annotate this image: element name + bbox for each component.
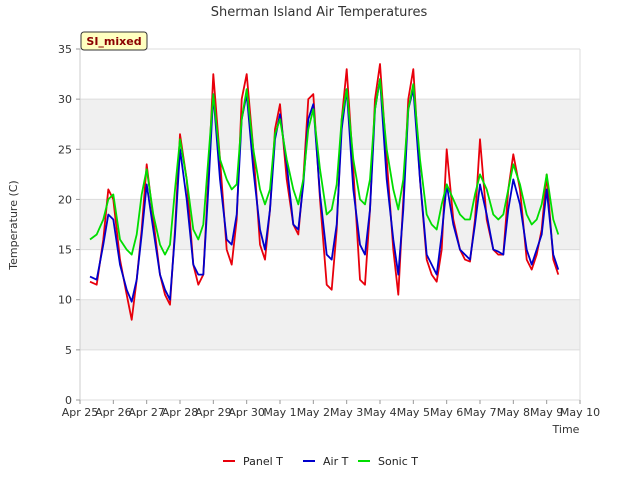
x-tick-label: May 7 bbox=[463, 406, 496, 419]
grid-band bbox=[80, 299, 580, 350]
series-line-sonic-t bbox=[89, 78, 560, 256]
y-axis: 0 5 10 15 20 25 30 35 bbox=[58, 43, 80, 407]
x-tick-label: May 4 bbox=[363, 406, 396, 419]
x-tick-label: May 5 bbox=[397, 406, 430, 419]
x-axis-label: Time bbox=[552, 423, 580, 436]
x-tick-label: Apr 29 bbox=[195, 406, 232, 419]
legend-label: Panel T bbox=[243, 455, 283, 468]
y-tick-label: 0 bbox=[65, 394, 72, 407]
y-tick-label: 10 bbox=[58, 294, 72, 307]
series-line-panel-t bbox=[89, 63, 560, 321]
x-tick-label: May 3 bbox=[330, 406, 363, 419]
y-tick-label: 20 bbox=[58, 193, 72, 206]
x-tick-label: Apr 28 bbox=[162, 406, 199, 419]
x-tick-label: May 10 bbox=[560, 406, 600, 419]
legend-label: Air T bbox=[323, 455, 349, 468]
x-tick-label: Apr 25 bbox=[62, 406, 99, 419]
series-lines bbox=[89, 63, 560, 321]
x-tick-label: Apr 27 bbox=[128, 406, 165, 419]
x-tick-label: May 2 bbox=[297, 406, 330, 419]
badge-label: SI_mixed bbox=[86, 35, 141, 48]
legend-item: Panel T bbox=[223, 455, 283, 468]
grid-band bbox=[80, 199, 580, 250]
x-tick-label: May 1 bbox=[263, 406, 296, 419]
y-tick-label: 30 bbox=[58, 93, 72, 106]
y-tick-label: 25 bbox=[58, 143, 72, 156]
plot-background bbox=[79, 48, 581, 401]
legend: Panel T Air T Sonic T bbox=[223, 455, 418, 468]
x-tick-label: May 9 bbox=[530, 406, 563, 419]
y-axis-label: Temperature (C) bbox=[7, 180, 20, 270]
grid-band bbox=[80, 99, 580, 150]
y-tick-label: 35 bbox=[58, 43, 72, 56]
legend-label: Sonic T bbox=[378, 455, 418, 468]
x-tick-label: Apr 30 bbox=[228, 406, 265, 419]
x-tick-label: Apr 26 bbox=[95, 406, 132, 419]
x-tick-label: May 6 bbox=[430, 406, 463, 419]
y-tick-label: 15 bbox=[58, 244, 72, 257]
series-line-air-t bbox=[89, 78, 560, 303]
chart-title: Sherman Island Air Temperatures bbox=[211, 5, 428, 20]
badge: SI_mixed bbox=[80, 31, 148, 51]
legend-item: Sonic T bbox=[358, 455, 418, 468]
legend-item: Air T bbox=[303, 455, 349, 468]
y-tick-label: 5 bbox=[65, 344, 72, 357]
x-tick-label: May 8 bbox=[497, 406, 530, 419]
